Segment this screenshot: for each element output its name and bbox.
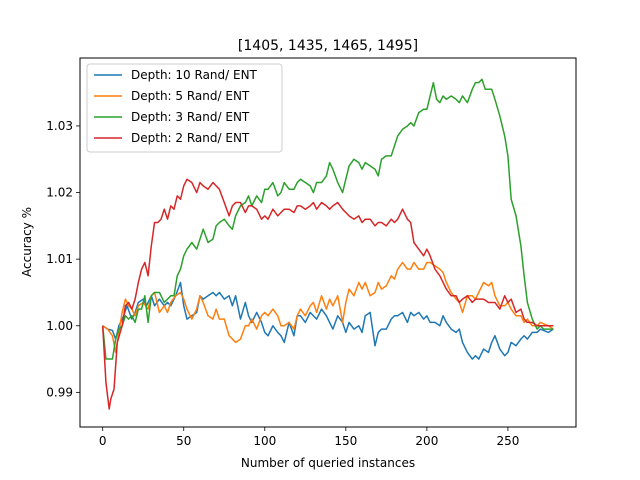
y-tick-label: 1.03	[46, 119, 73, 133]
legend-label-2: Depth: 3 Rand/ ENT	[131, 110, 250, 124]
x-axis-label: Number of queried instances	[241, 456, 415, 470]
legend: Depth: 10 Rand/ ENT Depth: 5 Rand/ ENT Dep…	[87, 64, 282, 152]
y-tick-label: 1.00	[46, 319, 73, 333]
y-tick-label: 1.02	[46, 186, 73, 200]
chart-title: [1405, 1435, 1465, 1495]	[238, 38, 418, 54]
legend-label-3: Depth: 2 Rand/ ENT	[131, 131, 250, 145]
x-tick-label: 250	[496, 434, 519, 448]
x-tick-label: 50	[176, 434, 191, 448]
x-tick-label: 150	[334, 434, 357, 448]
x-axis-ticks: 0 50 100 150 200 250	[99, 427, 520, 448]
legend-label-1: Depth: 5 Rand/ ENT	[131, 89, 250, 103]
y-axis-ticks: 0.99 1.00 1.01 1.02 1.03	[46, 119, 80, 399]
x-tick-label: 0	[99, 434, 107, 448]
series-line-0	[103, 282, 554, 359]
series-line-1	[103, 262, 554, 352]
legend-label-0: Depth: 10 Rand/ ENT	[131, 68, 258, 82]
x-tick-label: 100	[253, 434, 276, 448]
series-line-3	[103, 179, 554, 409]
y-tick-label: 1.01	[46, 252, 73, 266]
x-tick-label: 200	[415, 434, 438, 448]
y-tick-label: 0.99	[46, 385, 73, 399]
y-axis-label: Accuracy %	[20, 207, 34, 277]
